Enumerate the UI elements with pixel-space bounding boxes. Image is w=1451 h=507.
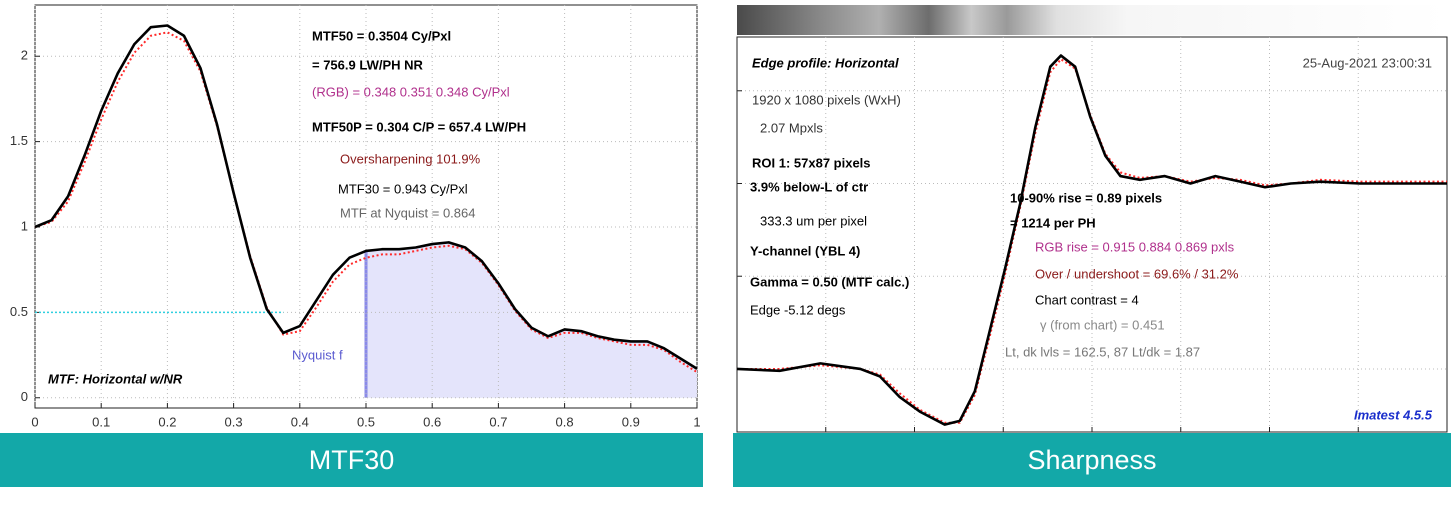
x-tick-label: 1 [693,414,700,429]
chart-title: MTF: Horizontal w/NR [48,371,183,386]
x-tick-label: 0.8 [556,414,574,429]
annotation: 333.3 um per pixel [760,213,867,228]
annotation: 10-90% rise = 0.89 pixels [1010,190,1162,205]
x-tick-label: 0.3 [225,414,243,429]
annotation: = 1214 per PH [1010,215,1096,230]
y-tick-label: 1.5 [10,133,28,148]
annotation: Y-channel (YBL 4) [750,243,860,258]
y-tick-label: 2 [21,48,28,63]
annotation: MTF at Nyquist = 0.864 [340,205,475,220]
x-tick-label: 0.7 [489,414,507,429]
annotation: Edge -5.12 degs [750,302,846,317]
annotation: MTF30 = 0.943 Cy/Pxl [338,181,468,196]
x-tick-label: 0.5 [357,414,375,429]
series-line [736,54,1447,426]
x-tick-label: 0.6 [423,414,441,429]
annotation: γ (from chart) = 0.451 [1040,317,1165,332]
y-tick-label: 1 [21,218,28,233]
series-line [34,31,698,373]
nyquist-shade [366,242,697,398]
annotation: RGB rise = 0.915 0.884 0.869 pxls [1035,239,1235,254]
x-tick-label: 0.9 [622,414,640,429]
caption: Sharpness [733,433,1451,487]
x-tick-label: 0.1 [92,414,110,429]
annotation: Over / undershoot = 69.6% / 31.2% [1035,266,1239,281]
annotation: = 756.9 LW/PH NR [312,57,424,72]
annotation: (RGB) = 0.348 0.351 0.348 Cy/Pxl [312,84,510,99]
annotation: MTF50P = 0.304 C/P = 657.4 LW/PH [312,119,526,134]
plot-area [736,36,1448,433]
x-tick-label: 0.2 [158,414,176,429]
annotation: 1920 x 1080 pixels (WxH) [752,92,901,107]
chart-title: Edge profile: Horizontal [752,55,899,70]
annotation: MTF50 = 0.3504 Cy/Pxl [312,28,451,43]
annotation: Chart contrast = 4 [1035,292,1139,307]
grayscale-strip [737,5,1447,35]
series-line [34,24,698,370]
x-tick-label: 0.4 [291,414,309,429]
annotation: ROI 1: 57x87 pixels [752,155,871,170]
annotation: Lt, dk lvls = 162.5, 87 Lt/dk = 1.87 [1005,344,1200,359]
x-tick-label: 0 [31,414,38,429]
caption: MTF30 [0,433,703,487]
annotation: Gamma = 0.50 (MTF calc.) [750,274,909,289]
y-tick-label: 0.5 [10,304,28,319]
annotation: Oversharpening 101.9% [340,151,481,166]
y-tick-label: 0 [21,389,28,404]
annotation: 3.9% below-L of ctr [750,179,868,194]
annotation: 2.07 Mpxls [760,120,823,135]
annotation: 25-Aug-2021 23:00:31 [1303,55,1432,70]
nyquist-label: Nyquist f [292,347,343,362]
annotation: Imatest 4.5.5 [1354,407,1433,422]
